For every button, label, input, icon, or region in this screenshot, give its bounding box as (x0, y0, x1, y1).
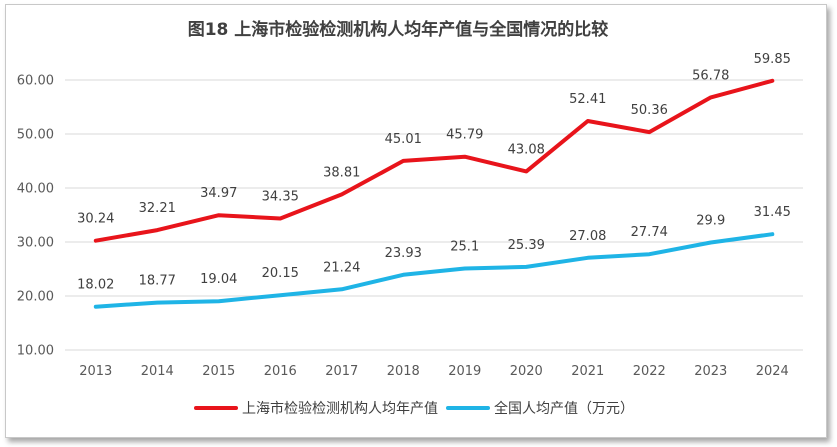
x-tick-label: 2023 (694, 364, 727, 379)
chart-frame (5, 4, 827, 438)
data-label: 25.1 (450, 239, 479, 254)
x-tick-label: 2016 (264, 364, 297, 379)
series-line-0 (93, 78, 775, 243)
y-tick-label: 40.00 (17, 182, 54, 197)
data-label: 20.15 (262, 266, 299, 281)
x-tick-label: 2015 (202, 364, 235, 379)
chart-title: 图18 上海市检验检测机构人均年产值与全国情况的比较 (188, 19, 609, 40)
data-label: 43.08 (508, 142, 545, 157)
data-label: 50.36 (631, 103, 668, 118)
data-label: 59.85 (754, 52, 791, 67)
data-label: 45.01 (385, 132, 422, 147)
x-tick-label: 2013 (79, 364, 112, 379)
data-label: 27.74 (631, 225, 668, 240)
x-tick-label: 2019 (448, 364, 481, 379)
x-tick-label: 2018 (387, 364, 420, 379)
grid-layer (65, 79, 803, 351)
x-tick-label: 2021 (571, 364, 604, 379)
data-label-layer: 30.24 32.21 34.97 34.35 38.81 45.01 45.79 43.08… (77, 52, 791, 293)
data-label: 19.04 (200, 272, 237, 287)
y-tick-label: 50.00 (17, 128, 54, 143)
series-layer (93, 78, 775, 309)
data-label: 27.08 (569, 229, 606, 244)
x-tick-label: 2022 (633, 364, 666, 379)
data-label: 34.35 (262, 190, 299, 205)
data-label: 25.39 (508, 238, 545, 253)
data-label: 18.77 (139, 274, 176, 289)
data-label: 30.24 (77, 212, 114, 227)
data-label: 52.41 (569, 92, 606, 107)
x-tick-label: 2017 (325, 364, 358, 379)
data-label: 31.45 (754, 205, 791, 220)
data-label: 38.81 (323, 165, 360, 180)
y-tick-label: 30.00 (17, 236, 54, 251)
legend: 上海市检验检测机构人均年产值 全国人均产值（万元） (194, 400, 634, 417)
data-label: 32.21 (139, 201, 176, 216)
data-label: 45.79 (446, 128, 483, 143)
data-label: 56.78 (692, 68, 729, 83)
y-tick-label: 20.00 (17, 290, 54, 305)
data-label: 34.97 (200, 186, 237, 201)
legend-item-0: 上海市检验检测机构人均年产值 (194, 400, 438, 417)
x-tick-label: 2024 (756, 364, 789, 379)
data-label: 29.9 (696, 214, 725, 229)
axis-layer: 10.00 20.00 30.00 40.00 50.00 60.00 2013 2014 20… (17, 74, 789, 380)
legend-label: 全国人均产值（万元） (494, 400, 634, 417)
data-label: 23.93 (385, 246, 422, 261)
data-label: 21.24 (323, 260, 360, 275)
legend-item-1: 全国人均产值（万元） (446, 400, 634, 417)
x-tick-label: 2020 (510, 364, 543, 379)
x-tick-label: 2014 (141, 364, 174, 379)
y-tick-label: 10.00 (17, 344, 54, 359)
y-tick-label: 60.00 (17, 74, 54, 89)
data-label: 18.02 (77, 278, 114, 293)
legend-label: 上海市检验检测机构人均年产值 (242, 400, 438, 417)
series-line-1 (93, 232, 775, 309)
